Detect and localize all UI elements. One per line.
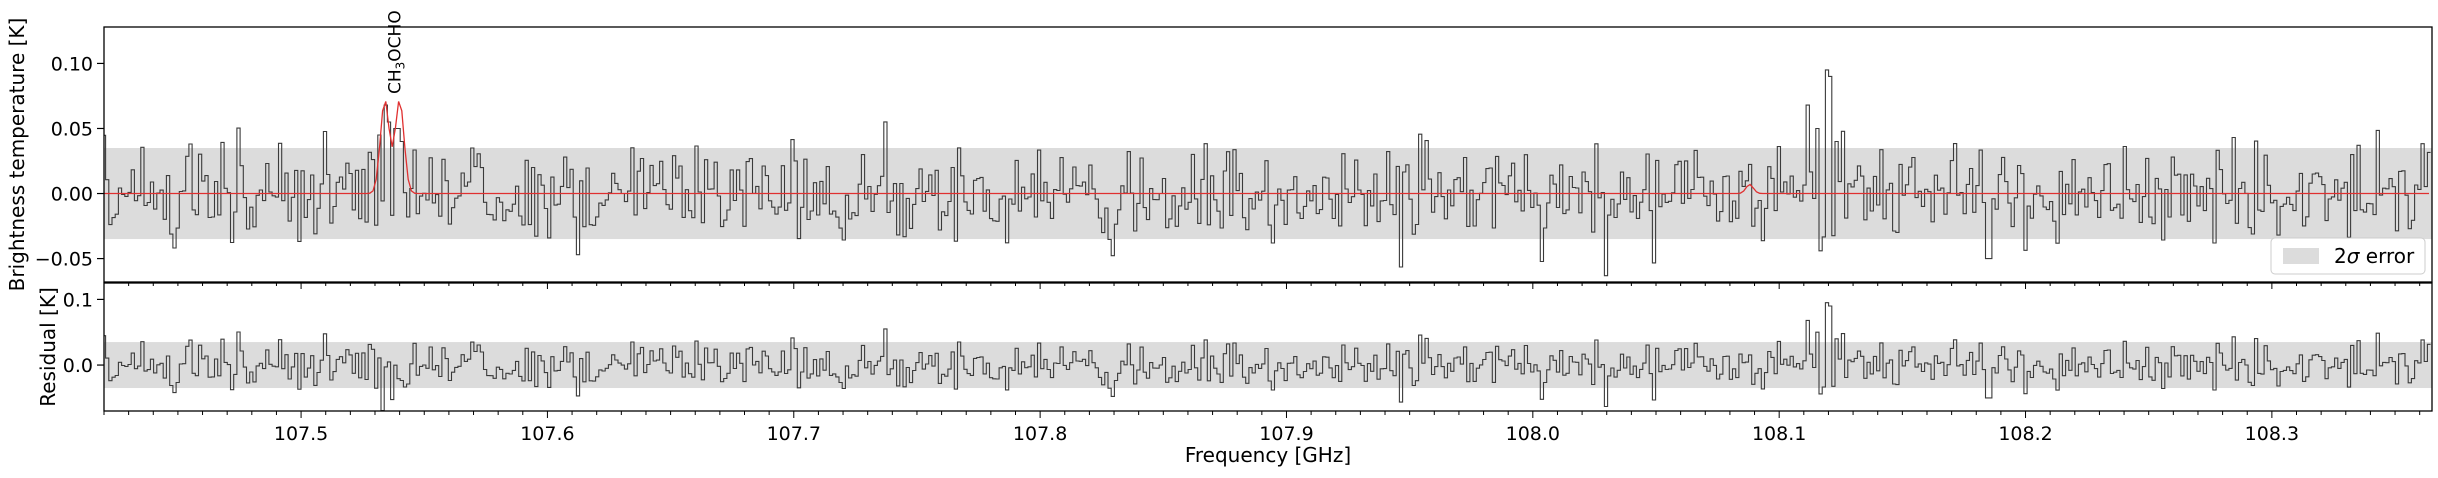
top-y-tick-label: 0.05 (51, 118, 93, 140)
x-tick-label: 108.0 (1506, 423, 1560, 445)
top-frame (103, 26, 2433, 283)
axis-labels: Frequency [GHz] Brightness temperature [… (5, 18, 1351, 467)
top-panel: −0.05 0.00 0.05 0.10 (35, 26, 2433, 289)
x-tick-label: 108.2 (1998, 423, 2052, 445)
x-tick-label: 107.8 (1013, 423, 1067, 445)
legend-label: 2σ error (2334, 244, 2415, 268)
top-y-tick-label: 0.10 (51, 53, 93, 75)
top-observed-spectrum (104, 69, 2431, 277)
residual-observed-spectrum (104, 302, 2431, 411)
residual-y-axis-label: Residual [K] (36, 287, 60, 407)
x-tick-label: 107.9 (1259, 423, 1313, 445)
legend-swatch (2283, 248, 2319, 264)
residual-y-tick-label: 0.0 (63, 355, 93, 377)
top-plot-area (104, 69, 2432, 277)
legend-box (2270, 237, 2426, 275)
ch3ocho-label: CH3OCHO (386, 10, 408, 94)
x-tick-label: 108.1 (1752, 423, 1806, 445)
residual-y-tick-label: 0.1 (63, 289, 93, 311)
line-annotation: CH3OCHO (386, 10, 408, 94)
top-y-tick-label: −0.05 (35, 249, 93, 271)
residual-panel: 0.0 0.1 (63, 282, 2433, 418)
x-axis-label: Frequency [GHz] (1185, 443, 1351, 467)
x-axis: 107.5 107.6 107.7 107.8 107.9 108.0 108.1 108.2… (274, 423, 2299, 445)
residual-plot-area (104, 302, 2432, 411)
x-tick-label: 107.6 (520, 423, 574, 445)
top-model-fit (104, 101, 2429, 195)
top-y-tick-label: 0.00 (51, 184, 93, 206)
x-tick-label: 107.7 (767, 423, 821, 445)
residual-frame (103, 282, 2433, 412)
legend: 2σ error (2270, 237, 2426, 275)
x-tick-label: 107.5 (274, 423, 328, 445)
x-tick-label: 108.3 (2245, 423, 2299, 445)
top-y-axis-label: Brightness temperature [K] (5, 18, 29, 292)
